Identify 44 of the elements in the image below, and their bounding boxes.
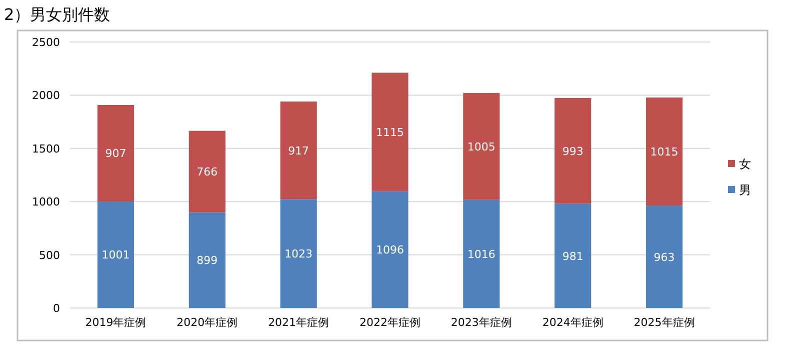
bar bbox=[97, 201, 134, 308]
bar bbox=[188, 130, 226, 212]
bar bbox=[372, 191, 408, 308]
data-label: 1005 bbox=[467, 140, 496, 154]
bar bbox=[463, 200, 500, 308]
x-tick-label: 2021年症例 bbox=[268, 316, 330, 329]
y-tick-label: 1000 bbox=[32, 196, 60, 209]
x-tick-label: 2020年症例 bbox=[176, 316, 238, 329]
bar bbox=[280, 199, 317, 308]
legend-label: 女 bbox=[739, 157, 751, 171]
data-label: 963 bbox=[654, 250, 675, 264]
data-label: 1016 bbox=[467, 248, 496, 261]
bar bbox=[372, 72, 408, 192]
x-tick-label: 2023年症例 bbox=[450, 316, 512, 329]
x-tick-label: 2022年症例 bbox=[360, 316, 420, 329]
bar bbox=[97, 104, 134, 202]
y-tick-label: 2000 bbox=[32, 89, 60, 102]
y-tick-label: 500 bbox=[39, 248, 60, 262]
x-tick-label: 2025年症例 bbox=[634, 316, 695, 329]
bar bbox=[554, 98, 592, 204]
data-label: 981 bbox=[562, 250, 584, 263]
y-tick-label: 2500 bbox=[32, 36, 60, 49]
bar bbox=[280, 102, 317, 200]
bar bbox=[646, 206, 683, 308]
data-label: 899 bbox=[196, 254, 218, 268]
data-label: 1115 bbox=[376, 126, 404, 140]
y-tick-label: 1500 bbox=[32, 142, 60, 156]
x-tick-label: 2024年症例 bbox=[542, 316, 604, 329]
chart-title: 2）男女別件数 bbox=[4, 5, 110, 24]
data-label: 766 bbox=[196, 166, 218, 179]
y-tick-label: 0 bbox=[53, 302, 60, 315]
legend-label: 男 bbox=[739, 183, 751, 197]
bar bbox=[646, 98, 683, 206]
data-label: 1096 bbox=[376, 244, 404, 257]
bar bbox=[554, 204, 592, 308]
data-label: 1023 bbox=[284, 248, 313, 261]
data-label: 907 bbox=[105, 147, 126, 160]
data-label: 993 bbox=[562, 144, 584, 158]
data-label: 1001 bbox=[102, 248, 130, 262]
x-tick-label: 2019年症例 bbox=[85, 316, 146, 329]
data-label: 917 bbox=[288, 144, 310, 158]
bar bbox=[463, 92, 500, 200]
bar bbox=[188, 212, 226, 308]
data-label: 1015 bbox=[650, 146, 678, 159]
